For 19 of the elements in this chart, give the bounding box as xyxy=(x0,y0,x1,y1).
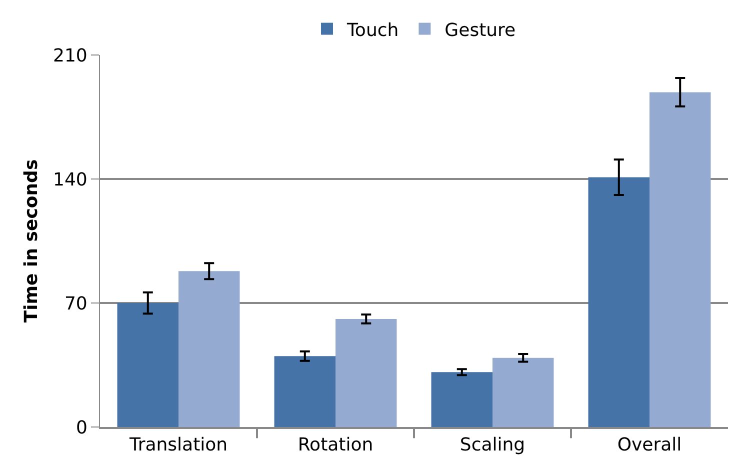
y-axis-title: Time in seconds xyxy=(21,159,42,323)
x-tick-label: Overall xyxy=(617,434,682,456)
bar xyxy=(178,271,240,427)
y-tick-label: 0 xyxy=(76,417,88,438)
x-tick-label: Rotation xyxy=(298,434,374,456)
y-tick-label: 140 xyxy=(53,169,88,190)
bar xyxy=(588,177,650,427)
y-tick-label: 70 xyxy=(64,293,88,314)
y-tick-label: 210 xyxy=(53,45,88,66)
bar xyxy=(274,356,336,427)
bar xyxy=(650,92,711,427)
legend-label: Touch xyxy=(346,20,399,41)
x-tick-label: Translation xyxy=(128,434,228,456)
legend-label: Gesture xyxy=(444,20,516,41)
bar xyxy=(336,318,397,427)
bar xyxy=(492,358,554,427)
x-tick-label: Scaling xyxy=(460,434,526,456)
bar xyxy=(117,303,178,427)
bar xyxy=(431,372,492,427)
